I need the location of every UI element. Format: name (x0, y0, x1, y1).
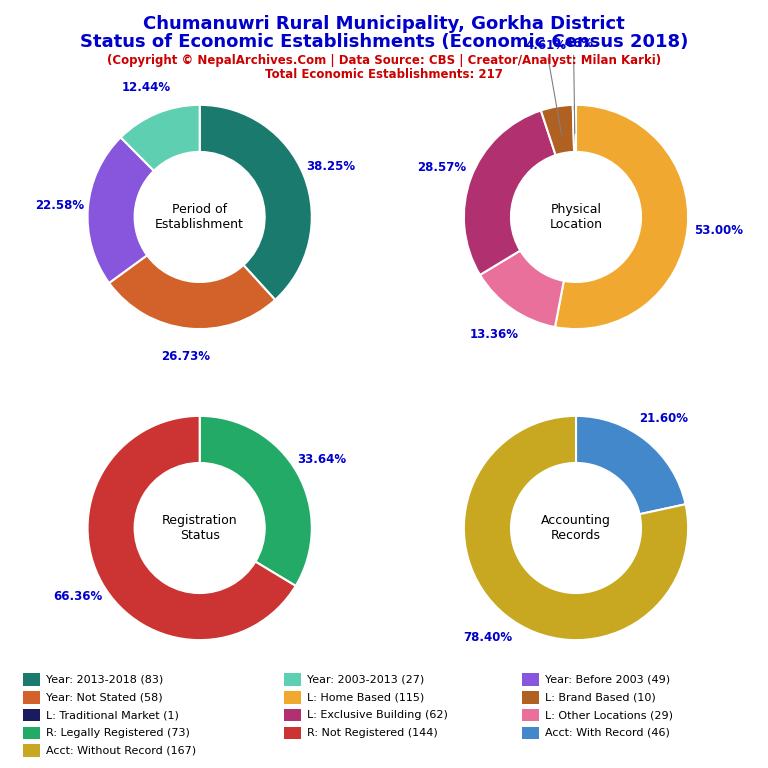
Bar (522, 691, 539, 703)
Text: 78.40%: 78.40% (463, 631, 512, 644)
Wedge shape (464, 416, 688, 640)
Bar (284, 691, 301, 703)
Text: 33.64%: 33.64% (297, 452, 346, 465)
Wedge shape (200, 105, 312, 300)
Text: R: Not Registered (144): R: Not Registered (144) (307, 728, 438, 738)
Bar (284, 709, 301, 721)
Text: 22.58%: 22.58% (35, 199, 84, 212)
Bar (284, 674, 301, 686)
Bar (23, 691, 40, 703)
Text: (Copyright © NepalArchives.Com | Data Source: CBS | Creator/Analyst: Milan Karki: (Copyright © NepalArchives.Com | Data So… (107, 54, 661, 67)
Wedge shape (88, 137, 154, 283)
Text: Year: 2003-2013 (27): Year: 2003-2013 (27) (307, 674, 425, 685)
Text: 53.00%: 53.00% (694, 224, 743, 237)
Text: L: Exclusive Building (62): L: Exclusive Building (62) (307, 710, 448, 720)
Text: Status of Economic Establishments (Economic Census 2018): Status of Economic Establishments (Econo… (80, 33, 688, 51)
Text: 28.57%: 28.57% (417, 161, 466, 174)
Bar (284, 727, 301, 739)
Bar (23, 744, 40, 757)
Text: R: Legally Registered (73): R: Legally Registered (73) (46, 728, 190, 738)
Bar (23, 727, 40, 739)
Text: 38.25%: 38.25% (306, 160, 355, 173)
Wedge shape (109, 255, 275, 329)
Text: 21.60%: 21.60% (640, 412, 688, 425)
Bar (23, 709, 40, 721)
Text: Year: 2013-2018 (83): Year: 2013-2018 (83) (46, 674, 164, 685)
Bar (522, 674, 539, 686)
Bar (522, 709, 539, 721)
Text: 66.36%: 66.36% (53, 591, 102, 604)
Text: Acct: With Record (46): Acct: With Record (46) (545, 728, 670, 738)
Bar (23, 674, 40, 686)
Wedge shape (88, 416, 296, 640)
Text: 4.61%: 4.61% (525, 39, 567, 134)
Text: L: Brand Based (10): L: Brand Based (10) (545, 693, 656, 703)
Text: 0.46%: 0.46% (553, 37, 594, 134)
Wedge shape (541, 105, 574, 155)
Wedge shape (573, 104, 576, 152)
Wedge shape (200, 416, 312, 586)
Wedge shape (464, 111, 555, 275)
Text: L: Other Locations (29): L: Other Locations (29) (545, 710, 674, 720)
Text: Period of
Establishment: Period of Establishment (155, 203, 244, 231)
Text: 13.36%: 13.36% (469, 328, 518, 341)
Text: 12.44%: 12.44% (121, 81, 170, 94)
Wedge shape (121, 105, 200, 170)
Text: Total Economic Establishments: 217: Total Economic Establishments: 217 (265, 68, 503, 81)
Text: Year: Before 2003 (49): Year: Before 2003 (49) (545, 674, 670, 685)
Text: Accounting
Records: Accounting Records (541, 514, 611, 542)
Text: Year: Not Stated (58): Year: Not Stated (58) (46, 693, 163, 703)
Text: Acct: Without Record (167): Acct: Without Record (167) (46, 746, 196, 756)
Wedge shape (555, 105, 688, 329)
Wedge shape (480, 250, 564, 327)
Text: Physical
Location: Physical Location (549, 203, 603, 231)
Wedge shape (576, 416, 686, 515)
Text: Registration
Status: Registration Status (162, 514, 237, 542)
Text: Chumanuwri Rural Municipality, Gorkha District: Chumanuwri Rural Municipality, Gorkha Di… (143, 15, 625, 33)
Text: L: Home Based (115): L: Home Based (115) (307, 693, 425, 703)
Text: 26.73%: 26.73% (161, 350, 210, 363)
Bar (522, 727, 539, 739)
Text: L: Traditional Market (1): L: Traditional Market (1) (46, 710, 179, 720)
